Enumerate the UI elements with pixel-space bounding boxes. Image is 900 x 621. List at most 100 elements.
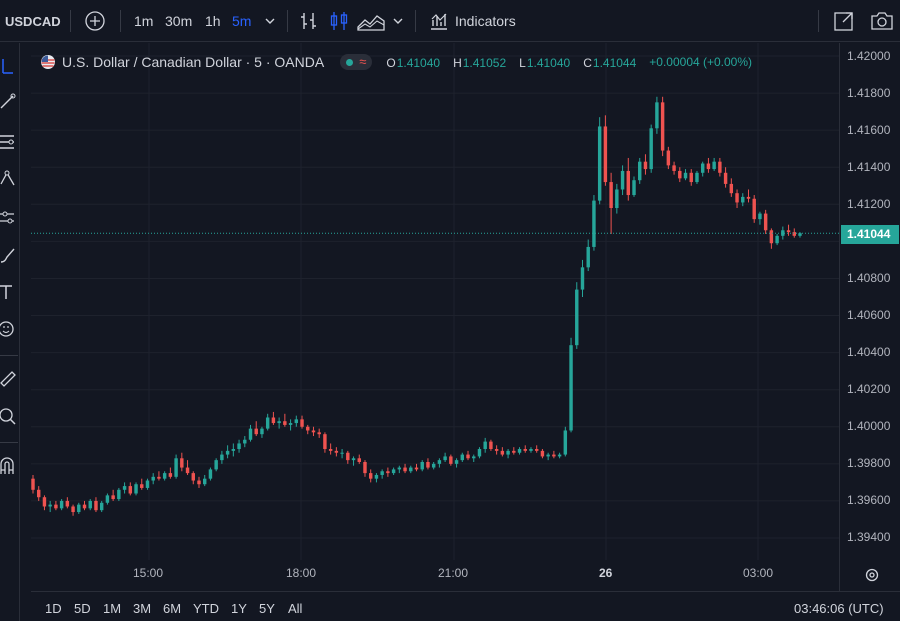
- candle: [88, 499, 92, 511]
- timeframe-5m[interactable]: 5m: [232, 13, 252, 29]
- candle: [311, 426, 316, 437]
- candle: [59, 499, 64, 511]
- range-1m[interactable]: 1M: [103, 601, 122, 616]
- open-fullscreen-button[interactable]: [833, 0, 855, 42]
- candle-body: [746, 196, 751, 199]
- candles-icon: [330, 12, 348, 30]
- open-label: O: [386, 56, 396, 70]
- zoom-tool[interactable]: [0, 405, 18, 427]
- area-style-button[interactable]: [357, 0, 385, 42]
- candle-body: [735, 193, 739, 203]
- candle: [712, 157, 716, 171]
- range-1y[interactable]: 1Y: [231, 601, 247, 616]
- indicators-button[interactable]: Indicators: [429, 0, 516, 42]
- candle-body: [134, 484, 138, 494]
- candle-body: [775, 235, 779, 244]
- candle: [220, 450, 224, 464]
- range-5d[interactable]: 5D: [74, 601, 91, 616]
- forecast-tool[interactable]: [0, 206, 18, 228]
- candle: [769, 228, 774, 249]
- candles-style-button[interactable]: [329, 0, 349, 42]
- candle-body: [792, 232, 796, 236]
- price-tick: 1.41800: [847, 86, 891, 100]
- compare-symbol-button[interactable]: [84, 0, 106, 42]
- range-5y[interactable]: 5Y: [259, 601, 275, 616]
- candle: [580, 259, 585, 297]
- candle-body: [592, 200, 596, 247]
- measure-tool[interactable]: [0, 366, 18, 388]
- candle-body: [157, 476, 161, 479]
- candle: [294, 415, 299, 427]
- magnet-tool[interactable]: [0, 455, 18, 477]
- candle-body: [741, 196, 745, 203]
- trendline-tool[interactable]: [0, 90, 18, 112]
- candle: [649, 124, 653, 173]
- range-ytd[interactable]: YTD: [193, 601, 219, 616]
- candle: [31, 474, 35, 494]
- candle-body: [351, 458, 356, 461]
- candle-body: [523, 449, 527, 451]
- candle-body: [403, 467, 407, 472]
- brush-icon: [0, 248, 15, 263]
- candle-body: [700, 163, 705, 173]
- candle: [231, 443, 236, 457]
- chart-type-dropdown[interactable]: [392, 0, 404, 42]
- axis-settings-button[interactable]: [864, 567, 880, 588]
- text-tool[interactable]: [0, 281, 18, 303]
- symbol-title[interactable]: U.S. Dollar / Canadian Dollar · 5 · OAND…: [62, 54, 325, 70]
- candle-body: [386, 471, 390, 474]
- indicators-label: Indicators: [455, 13, 516, 29]
- candle: [575, 282, 579, 349]
- bar-style-button[interactable]: [299, 0, 319, 42]
- range-3m[interactable]: 3M: [133, 601, 152, 616]
- timeframe-1m[interactable]: 1m: [134, 13, 154, 29]
- candle-body: [557, 454, 562, 457]
- brush-tool[interactable]: [0, 244, 18, 266]
- range-1d[interactable]: 1D: [45, 601, 62, 616]
- candle-body: [94, 500, 98, 511]
- candle: [243, 436, 247, 448]
- crosshair-tool[interactable]: [0, 56, 18, 78]
- pattern-tool[interactable]: [0, 168, 18, 190]
- candle: [414, 463, 419, 472]
- candle-body: [48, 504, 52, 507]
- candle-body: [729, 183, 734, 194]
- candle: [197, 476, 201, 488]
- fib-lines-icon: [0, 135, 14, 149]
- candle-body: [306, 426, 310, 431]
- timeframe-1h[interactable]: 1h: [205, 13, 221, 29]
- candle: [563, 426, 568, 457]
- candle: [781, 226, 785, 240]
- candle-body: [323, 434, 327, 450]
- range-6m[interactable]: 6M: [163, 601, 182, 616]
- symbol-search-button[interactable]: USDCAD: [5, 13, 61, 29]
- candle-body: [214, 460, 218, 470]
- chevron-down-icon: [265, 18, 275, 24]
- candle-body: [466, 454, 470, 459]
- fib-tool[interactable]: [0, 131, 18, 153]
- current-price-label: 1.41044: [841, 225, 899, 244]
- candle: [763, 209, 768, 234]
- candle-body: [512, 450, 516, 453]
- candle-body: [346, 452, 350, 461]
- timeframe-dropdown[interactable]: [264, 0, 276, 42]
- price-axis[interactable]: [839, 43, 900, 591]
- candle-body: [489, 441, 493, 450]
- emoji-tool[interactable]: [0, 318, 18, 340]
- candles: [31, 96, 802, 516]
- candle-body: [655, 102, 659, 129]
- candle-body: [638, 161, 642, 181]
- snapshot-button[interactable]: [870, 0, 894, 42]
- candle-body: [575, 289, 579, 346]
- utc-clock[interactable]: 03:46:06 (UTC): [794, 601, 884, 616]
- range-all[interactable]: All: [288, 601, 303, 616]
- candle: [626, 157, 631, 201]
- candle: [151, 473, 155, 485]
- candle-body: [723, 172, 728, 184]
- candle-body: [689, 172, 693, 183]
- timeframe-30m[interactable]: 30m: [165, 13, 193, 29]
- candle-body: [208, 469, 213, 479]
- candle: [65, 497, 70, 509]
- candle: [592, 195, 596, 251]
